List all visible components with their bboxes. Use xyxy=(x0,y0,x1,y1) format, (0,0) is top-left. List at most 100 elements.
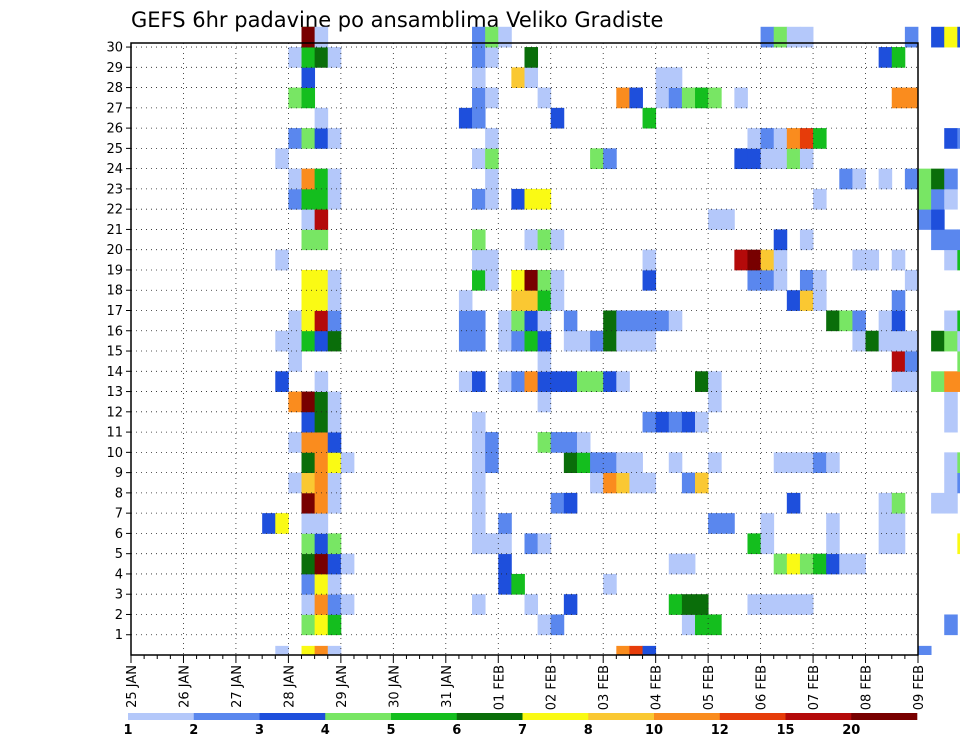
heatmap-cell-member-15 xyxy=(314,330,329,352)
y-tick-label: 13 xyxy=(106,385,123,400)
heatmap-cell-member-2 xyxy=(472,594,486,615)
heatmap-cell-member-18 xyxy=(485,269,499,291)
heatmap-cell-member-15 xyxy=(458,330,473,352)
heatmap-cell-member-29 xyxy=(327,47,342,68)
colorbar-swatch xyxy=(588,713,655,720)
heatmap-cell-member-18 xyxy=(799,269,814,291)
heatmap-cell-member-13 xyxy=(590,371,604,392)
heatmap-cell-member-7 xyxy=(314,492,329,514)
heatmap-cell-member-26 xyxy=(472,107,486,129)
heatmap-cell-member-5 xyxy=(957,533,960,555)
heatmap-cell-member-16 xyxy=(839,310,853,332)
heatmap-cell-member-17 xyxy=(786,290,801,311)
heatmap-cell-member-16 xyxy=(537,310,552,332)
heatmap-cell-member-23 xyxy=(839,168,853,190)
heatmap-cell-bottom xyxy=(327,645,342,655)
heatmap-cell-member-9 xyxy=(668,452,683,474)
heatmap-cell-member-27 xyxy=(681,87,696,109)
heatmap-cell-member-30 xyxy=(786,26,801,48)
heatmap-cell-member-6 xyxy=(826,513,840,534)
heatmap-cell-member-16 xyxy=(616,310,630,332)
heatmap-cell-member-6 xyxy=(314,513,329,534)
colorbar-label: 10 xyxy=(645,723,663,738)
heatmap-cell-member-9 xyxy=(563,452,578,474)
heatmap-cell-member-8 xyxy=(695,472,709,494)
heatmap-cell-member-18 xyxy=(537,269,552,291)
y-tick-label: 11 xyxy=(106,426,123,441)
heatmap-cell-member-9 xyxy=(773,452,788,474)
heatmap-cell-member-1 xyxy=(708,614,722,636)
colorbar-label: 1 xyxy=(123,723,132,738)
heatmap-cell-member-4 xyxy=(813,553,827,575)
heatmap-cell-member-15 xyxy=(904,330,919,352)
heatmap-cell-member-13 xyxy=(695,371,709,392)
y-tick-label: 30 xyxy=(106,41,123,56)
heatmap-cell-member-1 xyxy=(681,614,696,636)
heatmap-cell-member-3 xyxy=(603,573,617,595)
heatmap-cell-member-2 xyxy=(314,594,329,615)
heatmap-cell-member-27 xyxy=(301,87,316,109)
heatmap-cell-member-7 xyxy=(878,492,893,514)
heatmap-cell-member-7 xyxy=(931,492,945,514)
heatmap-cell-member-13 xyxy=(563,371,578,392)
heatmap-cell-member-4 xyxy=(786,553,801,575)
heatmap-cell-member-15 xyxy=(524,330,539,352)
heatmap-cell-member-27 xyxy=(616,87,630,109)
heatmap-cell-member-27 xyxy=(485,87,499,109)
heatmap-cell-member-23 xyxy=(485,168,499,190)
heatmap-cell-member-26 xyxy=(550,107,565,129)
heatmap-cell-member-29 xyxy=(891,47,906,68)
heatmap-cell-bottom xyxy=(314,645,329,655)
heatmap-cell-member-13 xyxy=(550,371,565,392)
heatmap-cell-member-2 xyxy=(760,594,775,615)
heatmap-cell-member-16 xyxy=(314,310,329,332)
heatmap-cell-member-13 xyxy=(944,371,958,392)
heatmap-cell-member-16 xyxy=(642,310,657,332)
chart-title: GEFS 6hr padavine po ansamblima Veliko G… xyxy=(131,8,663,32)
colorbar-swatch xyxy=(456,713,523,720)
heatmap-cell-member-9 xyxy=(616,452,630,474)
heatmap-cell-member-29 xyxy=(301,47,316,68)
heatmap-cell-member-14 xyxy=(904,351,919,372)
heatmap-cell-member-2 xyxy=(681,594,696,615)
colorbar-label: 5 xyxy=(386,723,395,738)
heatmap-cell-member-8 xyxy=(642,472,657,494)
y-tick-label: 21 xyxy=(106,223,123,238)
heatmap-cell-member-15 xyxy=(275,330,289,352)
heatmap-cell-member-13 xyxy=(931,371,945,392)
x-tick-label: 08 FEB xyxy=(860,665,875,710)
heatmap-cell-member-2 xyxy=(799,594,814,615)
heatmap-cell-member-20 xyxy=(524,229,539,251)
x-tick-label: 27 JAN xyxy=(230,665,245,708)
y-tick-label: 15 xyxy=(106,345,123,360)
heatmap-cell-member-28 xyxy=(472,67,486,88)
heatmap-cell-member-24 xyxy=(472,148,486,170)
heatmap-cell-member-14 xyxy=(957,351,960,372)
heatmap-cell-member-23 xyxy=(288,168,302,190)
heatmap-cell-member-22 xyxy=(327,188,342,210)
y-tick-label: 23 xyxy=(106,182,123,197)
heatmap-cell-member-18 xyxy=(314,269,329,291)
heatmap-cell-member-13 xyxy=(472,371,486,392)
x-tick-label: 30 JAN xyxy=(387,665,402,708)
heatmap-cell-member-1 xyxy=(314,614,329,636)
y-tick-label: 19 xyxy=(106,263,123,278)
heatmap-cell-member-9 xyxy=(340,452,355,474)
heatmap-cell-member-17 xyxy=(511,290,525,311)
heatmap-cell-member-19 xyxy=(944,249,958,271)
y-tick-label: 5 xyxy=(115,547,123,562)
x-tick-label: 09 FEB xyxy=(912,665,927,710)
heatmap-cell-member-17 xyxy=(301,290,316,311)
y-tick-label: 25 xyxy=(106,142,123,157)
heatmap-cell-member-5 xyxy=(314,533,329,555)
heatmap-cell-member-13 xyxy=(576,371,591,392)
heatmap-cell-member-5 xyxy=(878,533,893,555)
heatmap-cell-member-10 xyxy=(550,432,565,453)
y-tick-label: 18 xyxy=(106,284,123,299)
heatmap-cell-member-18 xyxy=(301,269,316,291)
y-tick-label: 16 xyxy=(106,324,123,339)
heatmap-cell-member-7 xyxy=(563,492,578,514)
heatmap-cell-member-16 xyxy=(498,310,512,332)
heatmap-cell-member-19 xyxy=(747,249,761,271)
heatmap-cell-member-14 xyxy=(891,351,906,372)
